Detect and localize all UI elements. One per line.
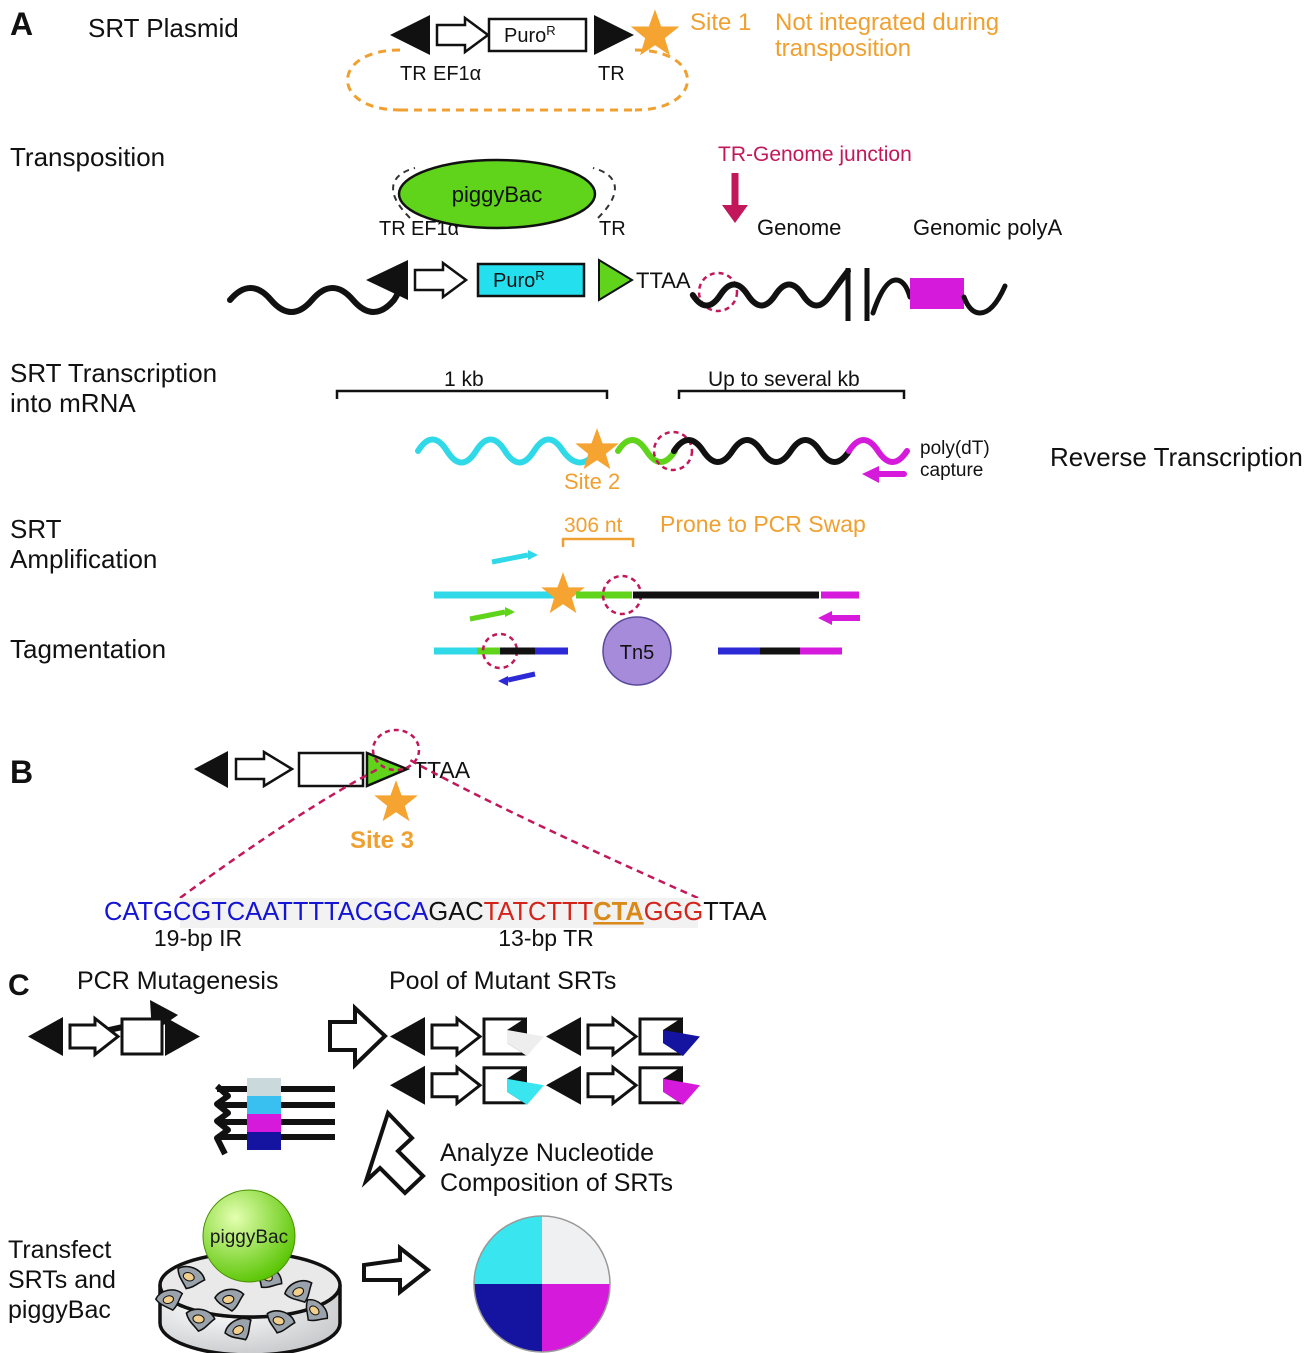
svg-text:Composition of SRTs: Composition of SRTs [440, 1169, 673, 1197]
svg-text:TTAA: TTAA [636, 268, 691, 293]
svg-text:SRTs and: SRTs and [8, 1266, 116, 1294]
svg-text:piggyBac: piggyBac [452, 182, 543, 207]
svg-text:Site 1: Site 1 [690, 9, 751, 36]
svg-text:Analyze Nucleotide: Analyze Nucleotide [440, 1139, 654, 1167]
svg-text:piggyBac: piggyBac [210, 1227, 288, 1248]
svg-text:1 kb: 1 kb [444, 368, 484, 391]
svg-text:EF1α: EF1α [411, 218, 459, 240]
svg-text:TR: TR [599, 218, 626, 240]
svg-text:13-bp TR: 13-bp TR [498, 925, 593, 951]
svg-text:transposition: transposition [775, 35, 911, 62]
svg-text:poly(dT): poly(dT) [920, 438, 990, 459]
svg-text:Pool of Mutant SRTs: Pool of Mutant SRTs [389, 967, 616, 995]
svg-text:PCR Mutagenesis: PCR Mutagenesis [77, 967, 278, 995]
svg-text:A: A [10, 6, 33, 42]
svg-text:Reverse Transcription: Reverse Transcription [1050, 442, 1303, 472]
svg-text:TR: TR [598, 63, 625, 85]
svg-text:Prone to PCR Swap: Prone to PCR Swap [660, 511, 866, 537]
svg-text:piggyBac: piggyBac [8, 1296, 111, 1324]
svg-text:Site 2: Site 2 [564, 469, 620, 494]
svg-text:C: C [8, 969, 30, 1002]
svg-text:EF1α: EF1α [433, 63, 481, 85]
svg-text:Transposition: Transposition [10, 142, 165, 172]
svg-text:Transfect: Transfect [8, 1236, 111, 1264]
svg-text:TR-Genome junction: TR-Genome junction [718, 143, 912, 166]
svg-text:TTAA: TTAA [413, 757, 471, 783]
svg-text:Not integrated during: Not integrated during [775, 9, 999, 36]
svg-text:Genome: Genome [757, 215, 841, 240]
svg-text:Site 3: Site 3 [350, 827, 414, 854]
svg-text:Tagmentation: Tagmentation [10, 634, 166, 664]
svg-text:capture: capture [920, 460, 983, 481]
svg-text:19-bp IR: 19-bp IR [154, 925, 242, 951]
svg-text:306 nt: 306 nt [564, 514, 623, 537]
svg-text:Amplification: Amplification [10, 544, 157, 574]
svg-text:TR: TR [400, 63, 427, 85]
svg-text:SRT: SRT [10, 514, 62, 544]
svg-text:B: B [10, 754, 33, 790]
svg-text:Up to several kb: Up to several kb [708, 368, 860, 391]
svg-text:SRT Plasmid: SRT Plasmid [88, 13, 239, 43]
svg-text:Tn5: Tn5 [620, 642, 654, 664]
svg-text:SRT Transcription: SRT Transcription [10, 358, 217, 388]
svg-text:CATGCGTCAATTTTACGCAGACTATCTTTC: CATGCGTCAATTTTACGCAGACTATCTTTCTAGGGTTAA [104, 898, 767, 926]
svg-text:TR: TR [379, 218, 406, 240]
svg-text:Genomic polyA: Genomic polyA [913, 215, 1063, 240]
svg-text:into mRNA: into mRNA [10, 388, 136, 418]
